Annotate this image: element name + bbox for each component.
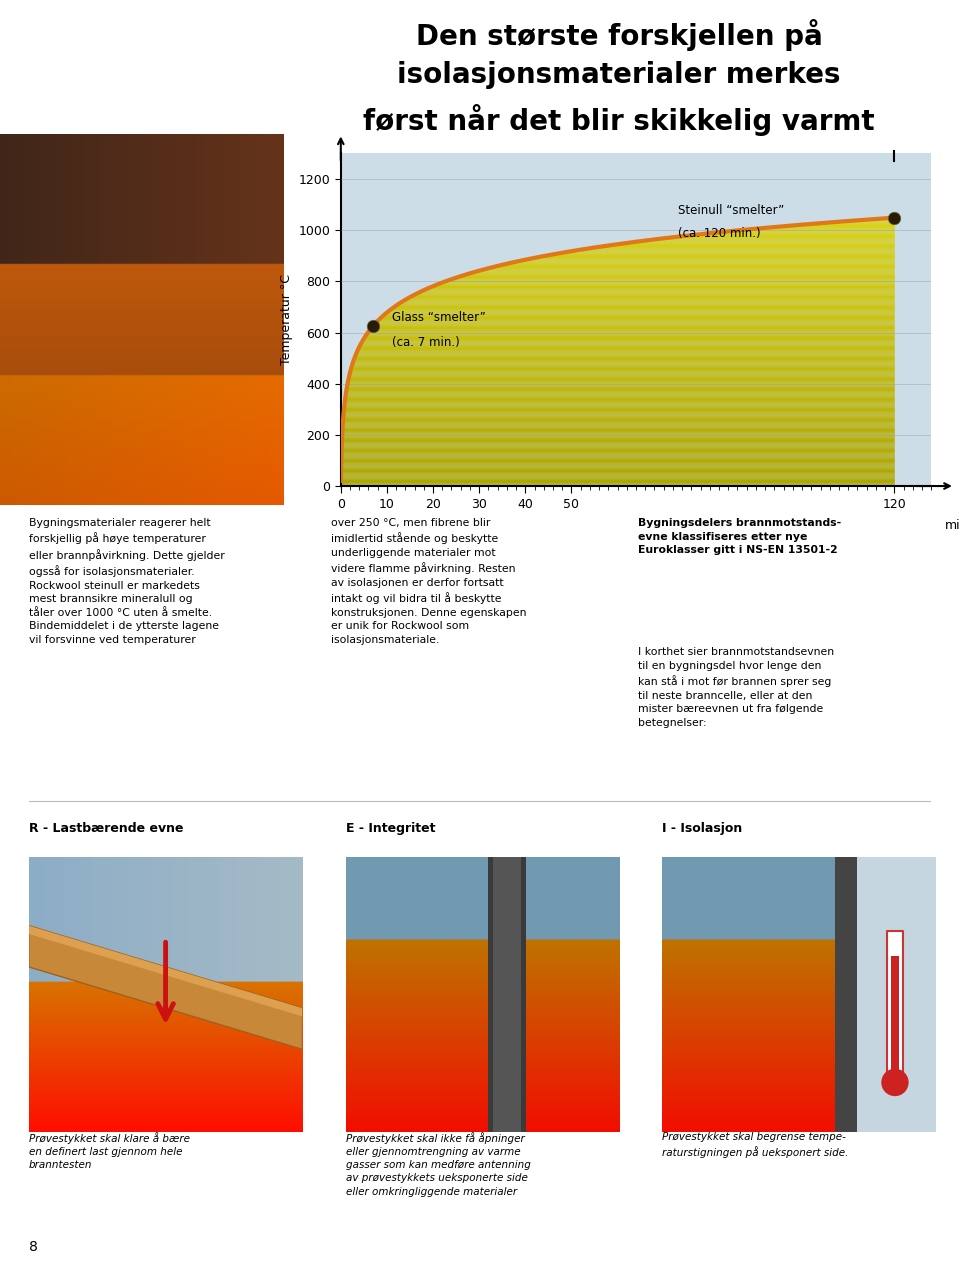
Text: I korthet sier brannmotstandsevnen
til en bygningsdel hvor lenge den
kan stå i m: I korthet sier brannmotstandsevnen til e… (638, 647, 834, 728)
Text: Steinull “smelter”: Steinull “smelter” (678, 203, 783, 217)
Text: først når det blir skikkelig varmt: først når det blir skikkelig varmt (364, 104, 875, 136)
Text: Prøvestykket skal begrense tempe-
raturstigningen på ueksponert side.: Prøvestykket skal begrense tempe- raturs… (662, 1132, 849, 1157)
Text: Prøvestykket skal ikke få åpninger
eller gjennomtrengning av varme
gasser som ka: Prøvestykket skal ikke få åpninger eller… (346, 1132, 531, 1197)
Text: over 250 °C, men fibrene blir
imidlertid stående og beskytte
underliggende mater: over 250 °C, men fibrene blir imidlertid… (331, 518, 527, 645)
Text: 8: 8 (29, 1241, 37, 1253)
Text: Glass “smelter”: Glass “smelter” (392, 311, 486, 324)
Text: Den største forskjellen på: Den største forskjellen på (416, 19, 823, 51)
Text: I - Isolasjon: I - Isolasjon (662, 821, 743, 835)
Polygon shape (29, 926, 302, 1017)
Text: Bygningsmaterialer reagerer helt
forskjellig på høye temperaturer
eller brannpåv: Bygningsmaterialer reagerer helt forskje… (29, 518, 225, 645)
Text: R - Lastbærende evne: R - Lastbærende evne (29, 821, 183, 835)
Bar (493, 857, 520, 1132)
Bar (835, 857, 856, 1132)
Bar (891, 955, 900, 1072)
Y-axis label: Temperatur °C: Temperatur °C (280, 274, 293, 366)
Bar (887, 931, 903, 1082)
Text: min.: min. (945, 519, 960, 532)
Text: Prøvestykket skal klare å bære
en definert last gjennom hele
branntesten: Prøvestykket skal klare å bære en define… (29, 1132, 190, 1170)
Circle shape (881, 1069, 908, 1096)
Text: E - Integritet: E - Integritet (346, 821, 435, 835)
Bar (488, 857, 526, 1132)
Text: Bygningsdelers brannmotstands-
evne klassifiseres etter nye
Euroklasser gitt i N: Bygningsdelers brannmotstands- evne klas… (638, 518, 842, 555)
Text: isolasjonsmaterialer merkes: isolasjonsmaterialer merkes (397, 61, 841, 90)
Text: (ca. 7 min.): (ca. 7 min.) (392, 336, 459, 349)
Polygon shape (29, 926, 302, 1049)
Text: (ca. 120 min.): (ca. 120 min.) (678, 226, 760, 240)
